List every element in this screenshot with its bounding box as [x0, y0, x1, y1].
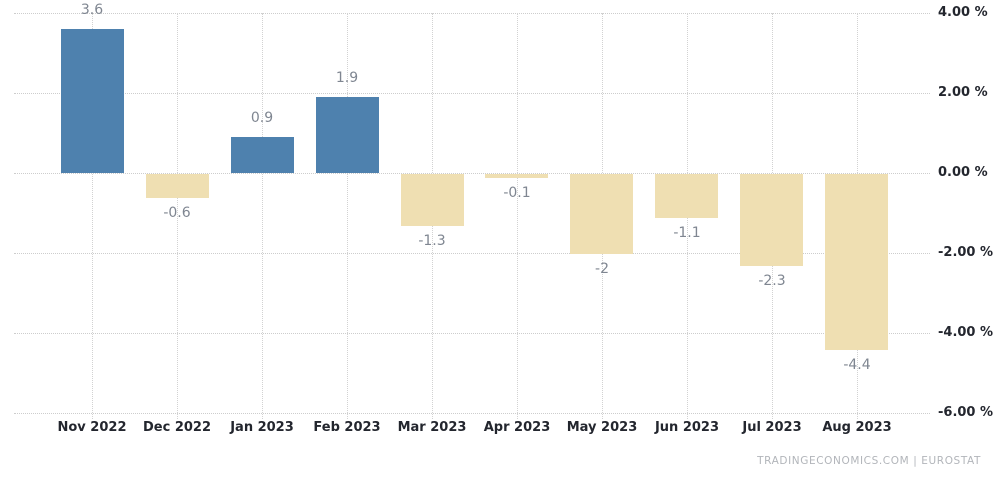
- x-tick-label: Aug 2023: [822, 420, 892, 435]
- x-tick-label: May 2023: [566, 420, 638, 435]
- y-tick-label: 0.00 %: [938, 165, 988, 180]
- bar-value-label: -2: [595, 261, 609, 277]
- y-gridline: [14, 253, 930, 254]
- y-gridline: [14, 93, 930, 94]
- bar: [61, 29, 124, 173]
- x-tick-label: Jul 2023: [742, 420, 802, 435]
- y-gridline: [14, 173, 930, 174]
- x-tick-label: Apr 2023: [483, 420, 551, 435]
- bar: [231, 137, 294, 173]
- x-tick-label: Jan 2023: [230, 420, 294, 435]
- x-gridline: [92, 13, 93, 419]
- bar-value-label: -4.4: [843, 357, 871, 373]
- bar-value-label: -1.3: [418, 233, 446, 249]
- source-attribution: TRADINGECONOMICS.COM | EUROSTAT: [757, 455, 981, 467]
- y-gridline: [14, 333, 930, 334]
- x-tick-label: Dec 2022: [142, 420, 212, 435]
- x-tick-label: Nov 2022: [57, 420, 127, 435]
- bar-value-label: -0.1: [503, 185, 531, 201]
- y-gridline: [14, 13, 930, 14]
- x-tick-label: Jun 2023: [654, 420, 720, 435]
- x-gridline: [517, 13, 518, 419]
- bar-value-label: 1.9: [335, 70, 359, 86]
- bar: [401, 174, 464, 226]
- y-tick-label: -6.00 %: [938, 405, 994, 420]
- x-tick-label: Feb 2023: [313, 420, 381, 435]
- x-gridline: [347, 13, 348, 419]
- bar-value-label: 3.6: [80, 2, 104, 18]
- bar: [825, 174, 888, 350]
- bar: [655, 174, 718, 218]
- y-tick-label: 2.00 %: [938, 85, 988, 100]
- x-gridline: [262, 13, 263, 419]
- y-tick-label: 4.00 %: [938, 5, 988, 20]
- bar: [740, 174, 803, 266]
- y-tick-label: -2.00 %: [938, 245, 994, 260]
- bar-value-label: -1.1: [673, 225, 701, 241]
- bar: [485, 174, 548, 178]
- x-gridline: [177, 13, 178, 419]
- x-tick-label: Mar 2023: [397, 420, 467, 435]
- bar-value-label: 0.9: [250, 110, 274, 126]
- bar: [316, 97, 379, 173]
- bar: [146, 174, 209, 198]
- y-gridline: [14, 413, 930, 414]
- bar: [570, 174, 633, 254]
- bar-value-label: -0.6: [163, 205, 191, 221]
- y-tick-label: -4.00 %: [938, 325, 994, 340]
- bar-value-label: -2.3: [758, 273, 786, 289]
